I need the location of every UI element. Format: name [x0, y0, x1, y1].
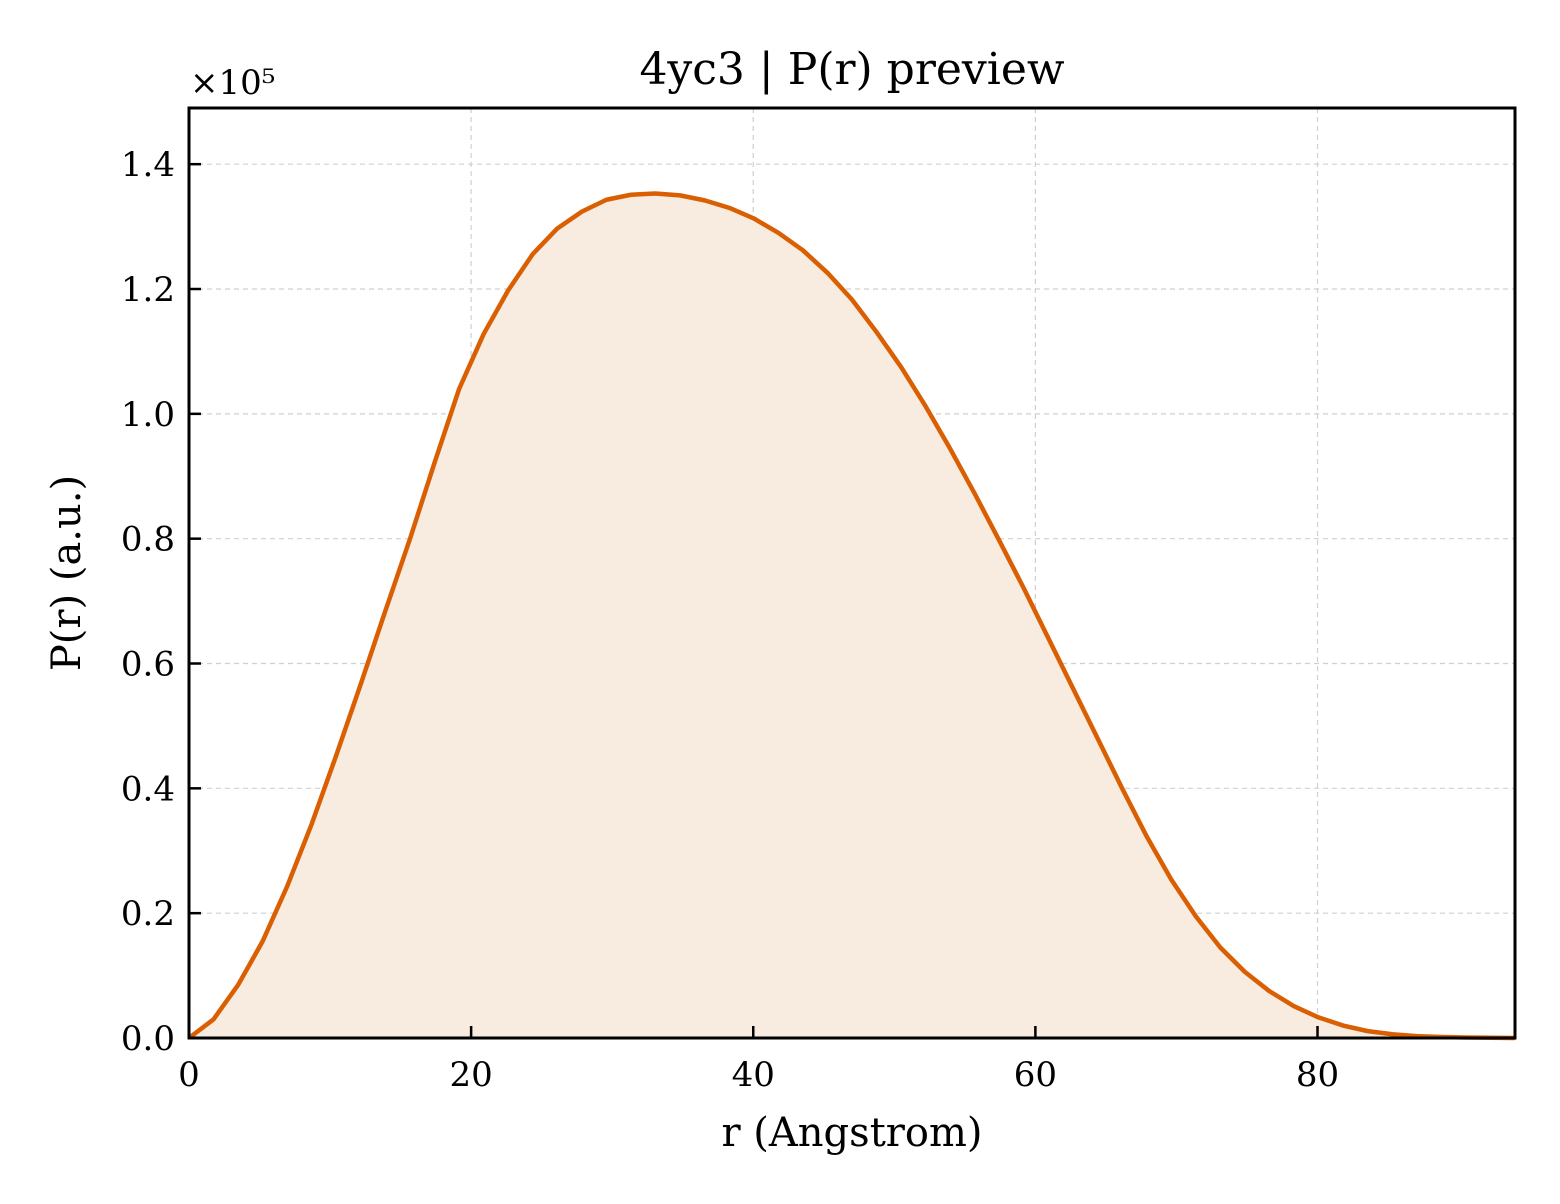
x-tick-label: 80 — [1296, 1055, 1339, 1095]
y-tick-label: 1.2 — [121, 270, 175, 310]
chart-title: 4yc3 | P(r) preview — [639, 44, 1064, 95]
x-axis-label: r (Angstrom) — [721, 1110, 982, 1156]
y-axis-label: P(r) (a.u.) — [44, 475, 90, 671]
y-tick-label: 1.4 — [121, 145, 175, 185]
y-tick-label: 0.6 — [121, 645, 175, 685]
x-tick-label: 60 — [1014, 1055, 1057, 1095]
y-tick-label: 0.2 — [121, 894, 175, 934]
x-tick-label: 40 — [732, 1055, 775, 1095]
y-tick-label: 0.4 — [121, 769, 175, 809]
y-tick-label: 0.8 — [121, 520, 175, 560]
x-tick-label: 20 — [449, 1055, 492, 1095]
series-line — [187, 191, 1516, 1041]
plot-frame — [187, 106, 1517, 1040]
x-tick-label: 0 — [178, 1055, 200, 1095]
y-tick-label: 0.0 — [121, 1019, 175, 1059]
series-area-fill — [189, 193, 1515, 1038]
tick-layer: 0 20 40 60 80 0.0 0.2 0.4 0.6 0.8 1.0 1.2 1.4 — [121, 145, 1339, 1095]
y-tick-label: 1.0 — [121, 395, 175, 435]
y-axis-multiplier: ×10⁵ — [190, 63, 275, 103]
